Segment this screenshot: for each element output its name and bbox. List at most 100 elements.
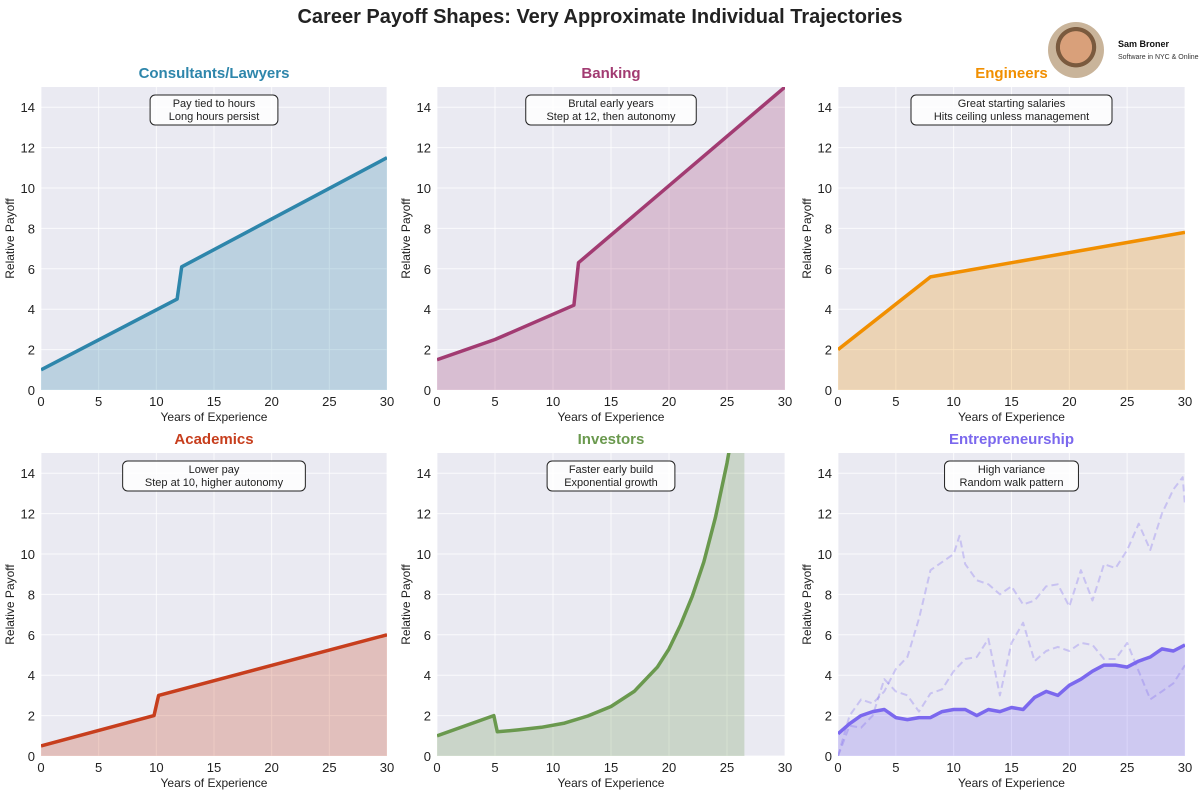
x-axis-label: Years of Experience	[958, 410, 1065, 424]
y-tick-label: 10	[818, 181, 832, 196]
annotation-text: Lower pay	[189, 464, 240, 476]
y-tick-label: 10	[417, 547, 431, 562]
annotation-text: Exponential growth	[564, 477, 658, 489]
y-tick-label: 0	[424, 383, 431, 398]
annotation-text: Long hours persist	[169, 111, 260, 123]
subplot-4: 0 5 10 15 20 25 30 0 2 4 6 8 10 12 14 Investors Years of…	[399, 431, 792, 790]
subplot-3: 0 5 10 15 20 25 30 0 2 4 6 8 10 12 14 Academics Years of…	[3, 431, 394, 790]
y-tick-label: 0	[825, 383, 832, 398]
y-tick-label: 2	[28, 709, 35, 724]
series-line	[41, 633, 387, 748]
y-axis-label: Relative Payoff	[3, 564, 17, 645]
x-axis-label: Years of Experience	[161, 776, 268, 790]
y-tick-label: 14	[818, 100, 832, 115]
x-tick-label: 20	[662, 394, 676, 409]
y-tick-label: 12	[21, 507, 35, 522]
series-line	[838, 230, 1185, 351]
x-tick-label: 20	[1062, 394, 1076, 409]
y-tick-label: 0	[28, 383, 35, 398]
y-tick-label: 12	[417, 141, 431, 156]
y-axis-label: Relative Payoff	[3, 198, 17, 279]
x-tick-label: 20	[264, 760, 278, 775]
y-tick-label: 4	[424, 668, 431, 683]
x-tick-label: 20	[1062, 760, 1076, 775]
y-tick-label: 14	[417, 466, 431, 481]
subplot-1: 0 5 10 15 20 25 30 0 2 4 6 8 10 12 14 Banking Years of E…	[399, 65, 792, 424]
y-tick-label: 6	[825, 262, 832, 277]
series-line	[41, 156, 387, 372]
y-tick-label: 2	[424, 343, 431, 358]
x-axis-label: Years of Experience	[161, 410, 268, 424]
subplot-title: Academics	[174, 431, 253, 448]
y-tick-label: 14	[21, 466, 35, 481]
y-tick-label: 2	[825, 709, 832, 724]
x-tick-label: 5	[95, 760, 102, 775]
y-tick-label: 10	[21, 181, 35, 196]
y-tick-label: 4	[424, 302, 431, 317]
x-tick-label: 5	[892, 394, 899, 409]
y-tick-label: 14	[818, 466, 832, 481]
x-tick-label: 15	[1004, 760, 1018, 775]
annotation-text: Great starting salaries	[958, 98, 1066, 110]
x-tick-label: 30	[1178, 760, 1192, 775]
plot-area	[838, 230, 1185, 390]
y-tick-label: 4	[825, 302, 832, 317]
y-tick-label: 10	[417, 181, 431, 196]
x-tick-label: 30	[380, 760, 394, 775]
y-tick-label: 14	[417, 100, 431, 115]
y-tick-label: 6	[424, 262, 431, 277]
series-line	[437, 87, 785, 362]
author-brand: Sam Broner Software in NYC & Online	[1048, 22, 1199, 78]
subplot-title: Banking	[581, 65, 640, 82]
plot-area	[838, 476, 1185, 756]
y-tick-label: 12	[818, 507, 832, 522]
subplot-title: Entrepreneurship	[949, 431, 1074, 448]
x-tick-label: 5	[491, 394, 498, 409]
y-tick-label: 10	[818, 547, 832, 562]
y-tick-label: 2	[825, 343, 832, 358]
subplot-title: Engineers	[975, 65, 1048, 82]
x-axis-label: Years of Experience	[558, 410, 665, 424]
x-tick-label: 25	[720, 760, 734, 775]
series-fill	[838, 644, 1185, 756]
y-tick-label: 6	[28, 262, 35, 277]
annotation-text: Step at 12, then autonomy	[546, 111, 676, 123]
y-tick-label: 6	[424, 628, 431, 643]
x-tick-label: 25	[720, 394, 734, 409]
y-tick-label: 0	[424, 749, 431, 764]
x-tick-label: 30	[380, 394, 394, 409]
y-tick-label: 4	[825, 668, 832, 683]
annotation-text: Step at 10, higher autonomy	[145, 477, 284, 489]
y-axis-label: Relative Payoff	[399, 564, 413, 645]
x-tick-label: 5	[491, 760, 498, 775]
y-tick-label: 10	[21, 547, 35, 562]
x-tick-label: 25	[322, 760, 336, 775]
x-tick-label: 20	[264, 394, 278, 409]
annotation-text: High variance	[978, 464, 1045, 476]
y-tick-label: 8	[28, 587, 35, 602]
x-tick-label: 25	[322, 394, 336, 409]
y-axis-label: Relative Payoff	[800, 198, 814, 279]
subplot-2: 0 5 10 15 20 25 30 0 2 4 6 8 10 12 14 Engineers Years of…	[800, 65, 1192, 424]
y-tick-label: 0	[28, 749, 35, 764]
x-tick-label: 10	[946, 760, 960, 775]
annotation-box	[525, 94, 697, 126]
series-line	[838, 643, 1185, 736]
x-tick-label: 5	[95, 394, 102, 409]
y-tick-label: 8	[28, 221, 35, 236]
subplot-title: Consultants/Lawyers	[139, 65, 290, 82]
y-axis-label: Relative Payoff	[800, 564, 814, 645]
series-fill	[41, 634, 387, 756]
series-fill	[437, 453, 745, 756]
y-tick-label: 8	[424, 587, 431, 602]
annotation-text: Pay tied to hours	[173, 98, 256, 110]
plot-area	[41, 633, 387, 756]
y-tick-label: 14	[21, 100, 35, 115]
x-tick-label: 0	[37, 760, 44, 775]
y-tick-label: 8	[825, 221, 832, 236]
x-axis-label: Years of Experience	[558, 776, 665, 790]
plot-area	[41, 156, 387, 390]
avatar	[1048, 22, 1104, 78]
x-tick-label: 15	[604, 760, 618, 775]
x-tick-label: 15	[604, 394, 618, 409]
